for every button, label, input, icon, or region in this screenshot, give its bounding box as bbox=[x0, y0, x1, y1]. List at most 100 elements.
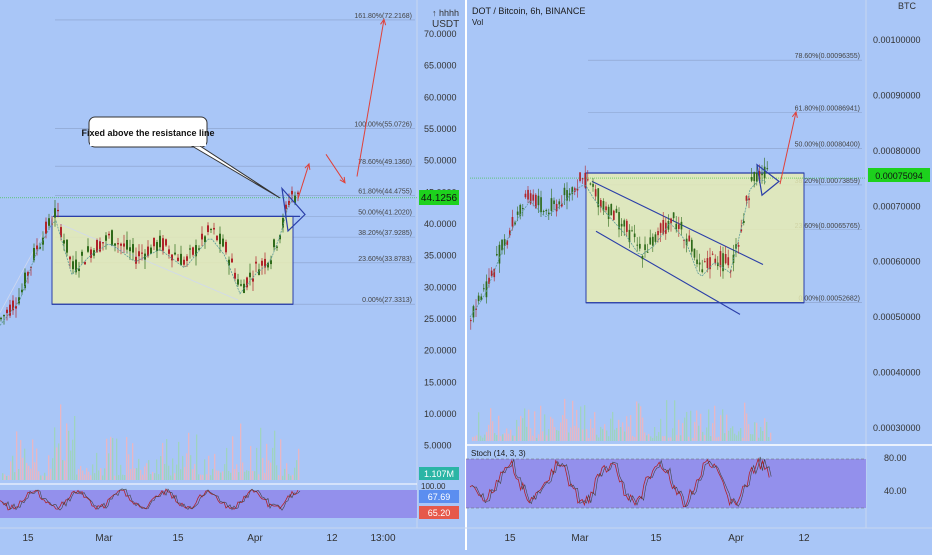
candle-body bbox=[670, 218, 672, 224]
volume-bar bbox=[2, 473, 4, 480]
volume-bar bbox=[242, 462, 244, 480]
candle-body bbox=[183, 259, 185, 265]
volume-bar bbox=[140, 469, 142, 480]
volume-bar bbox=[722, 409, 724, 441]
candle-body bbox=[480, 296, 483, 301]
volume-bar bbox=[706, 427, 708, 441]
left-price-tick-label: 10.0000 bbox=[424, 409, 457, 419]
annotation-callout[interactable]: Fixed above the resistance line bbox=[81, 116, 281, 199]
volume-bar bbox=[556, 430, 558, 441]
candle-body bbox=[108, 233, 110, 236]
volume-bar bbox=[744, 402, 746, 441]
volume-bar bbox=[168, 465, 170, 480]
candle-body bbox=[766, 168, 769, 170]
volume-bar bbox=[542, 431, 544, 441]
volume-bar bbox=[128, 454, 130, 480]
right-time-label: Mar bbox=[571, 533, 589, 544]
volume-bar bbox=[756, 422, 758, 441]
candle-body bbox=[225, 241, 227, 253]
candle-body bbox=[138, 251, 140, 257]
volume-bar bbox=[632, 435, 634, 441]
volume-bar bbox=[142, 474, 144, 480]
volume-bar bbox=[570, 427, 572, 441]
left-chart-pane[interactable]: 5.0000 10.0000 15.0000 20.0000 25.0000 30.000… bbox=[0, 13, 457, 544]
volume-bar bbox=[154, 473, 156, 480]
candle-body bbox=[566, 190, 568, 201]
candle-body bbox=[730, 270, 732, 272]
volume-bar bbox=[594, 412, 596, 441]
stoch-panel-band bbox=[466, 459, 866, 508]
volume-bar bbox=[752, 434, 754, 441]
fib-level-label: 161.80%(72.2168) bbox=[354, 13, 412, 20]
projection-arrow[interactable] bbox=[325, 154, 346, 184]
candle-body bbox=[581, 178, 584, 180]
volume-bar bbox=[238, 472, 240, 480]
candle-body bbox=[177, 257, 179, 262]
candle-body bbox=[659, 223, 662, 233]
stoch-k-line bbox=[0, 488, 299, 511]
volume-bar bbox=[176, 464, 178, 480]
volume-bar bbox=[764, 418, 766, 441]
channel-lower-line[interactable] bbox=[595, 230, 741, 315]
candle-body bbox=[42, 237, 44, 245]
volume-bar bbox=[144, 466, 146, 480]
volume-bar bbox=[708, 409, 710, 441]
projection-arrow[interactable] bbox=[297, 163, 310, 199]
right-chart-pane[interactable]: 0.00030000 0.00040000 0.00050000 0.00060000… bbox=[466, 35, 932, 544]
triangle-pattern[interactable] bbox=[281, 186, 306, 233]
volume-bar bbox=[700, 413, 702, 441]
volume-bar bbox=[616, 427, 618, 441]
volume-bar bbox=[114, 475, 116, 480]
candle-body bbox=[78, 268, 80, 272]
volume-bar bbox=[210, 475, 212, 480]
volume-bar bbox=[122, 474, 124, 480]
volume-bar bbox=[66, 423, 68, 480]
volume-bar bbox=[740, 428, 742, 441]
candle-body bbox=[680, 221, 683, 230]
candle-body bbox=[150, 247, 152, 254]
volume-bar bbox=[234, 469, 236, 480]
volume-bar bbox=[610, 418, 612, 441]
projection-arrow-head bbox=[304, 162, 311, 170]
volume-bar bbox=[596, 434, 598, 441]
volume-bar bbox=[264, 472, 266, 480]
volume-bar bbox=[100, 468, 102, 480]
volume-bar bbox=[172, 458, 174, 480]
volume-bar bbox=[294, 467, 296, 480]
volume-bar bbox=[692, 437, 694, 441]
candle-body bbox=[641, 255, 644, 260]
volume-bar bbox=[696, 410, 698, 441]
candle-body bbox=[488, 277, 490, 284]
volume-bar bbox=[604, 424, 606, 441]
volume-bar bbox=[668, 437, 670, 441]
candle-body bbox=[240, 284, 242, 286]
channel-upper-line[interactable] bbox=[591, 180, 764, 265]
projection-arrow[interactable] bbox=[779, 111, 797, 185]
volume-bar bbox=[20, 440, 22, 480]
volume-bar bbox=[562, 415, 564, 441]
candle-body bbox=[623, 220, 626, 227]
volume-bar bbox=[734, 433, 736, 441]
candle-body bbox=[758, 171, 761, 181]
svg-text:44.1256: 44.1256 bbox=[421, 193, 458, 204]
volume-bar bbox=[230, 472, 232, 480]
projection-arrow[interactable] bbox=[356, 19, 385, 177]
volume-bar bbox=[280, 439, 282, 480]
candle-body bbox=[628, 229, 631, 243]
range-box[interactable] bbox=[585, 172, 805, 304]
volume-bar bbox=[218, 470, 220, 480]
volume-bar bbox=[716, 437, 718, 441]
candle-body bbox=[237, 279, 239, 285]
candle-body bbox=[282, 217, 284, 228]
candle-body bbox=[503, 239, 506, 246]
left-time-label: 13:00 bbox=[370, 533, 395, 544]
volume-bar bbox=[684, 417, 686, 441]
candle-body bbox=[750, 176, 753, 181]
volume-bar bbox=[520, 415, 522, 441]
volume-bar bbox=[162, 442, 164, 480]
left-price-tick-label: 60.0000 bbox=[424, 92, 457, 102]
triangle-pattern[interactable] bbox=[756, 163, 780, 197]
volume-bar bbox=[38, 471, 40, 480]
candle-body bbox=[615, 208, 618, 213]
